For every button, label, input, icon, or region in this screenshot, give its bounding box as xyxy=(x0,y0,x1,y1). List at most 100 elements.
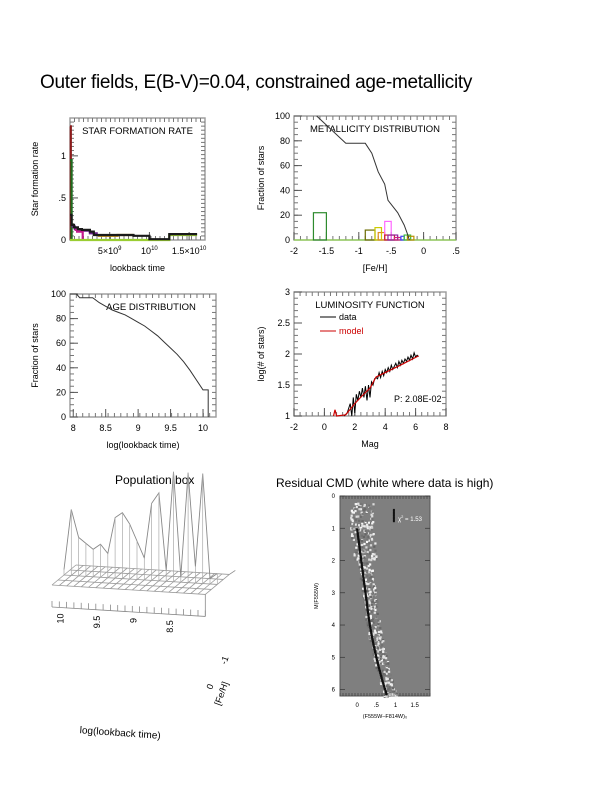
luminosity-chart: -2 0 2 4 6 8 1 1.5 2 2.5 3 Mag log(# of stars) LUMINO… xyxy=(256,287,449,449)
x-tick-label: 1010 xyxy=(141,246,158,256)
residual-pixel xyxy=(376,637,379,640)
residual-pixel xyxy=(371,522,374,525)
floor-grid-line xyxy=(66,565,91,587)
residual-pixel xyxy=(375,558,378,561)
residual-pixel xyxy=(383,658,386,661)
residual-ridge-pixel xyxy=(373,646,376,649)
residual-pixel xyxy=(354,533,357,536)
residual-ridge-pixel xyxy=(381,678,384,681)
residual-ridge-pixel xyxy=(361,568,364,571)
floor-grid-line xyxy=(139,570,164,591)
residual-pixel xyxy=(377,630,380,633)
residual-pixel xyxy=(372,653,375,656)
residual-pixel xyxy=(354,527,357,531)
residual-pixel xyxy=(370,603,374,606)
residual-pixel xyxy=(388,670,391,673)
p-value-annotation: P: 2.08E-02 xyxy=(394,394,442,404)
x-tick-label: 8.5 xyxy=(99,423,112,433)
x-axis-label: Mag xyxy=(361,439,379,449)
residual-pixel xyxy=(360,511,363,514)
x-tick-label: -.5 xyxy=(386,246,397,256)
residual-pixel xyxy=(355,506,359,509)
residual-pixel xyxy=(354,558,357,561)
residual-pixel xyxy=(381,653,384,656)
residual-pixel xyxy=(363,542,366,546)
residual-pixel xyxy=(371,510,374,513)
residual-pixel xyxy=(383,670,386,673)
residual-ridge-pixel xyxy=(356,534,360,537)
residual-cmd-title: Residual CMD (white where data is high) xyxy=(276,476,494,490)
residual-ridge-pixel xyxy=(359,555,362,558)
residual-pixel xyxy=(387,667,390,671)
residual-pixel xyxy=(368,577,371,580)
residual-pixel xyxy=(351,537,354,540)
sfr-total-line xyxy=(70,213,198,241)
residual-pixel xyxy=(353,537,356,540)
residual-pixel xyxy=(359,546,363,549)
y-tick-label: 40 xyxy=(280,185,290,195)
residual-pixel xyxy=(363,569,366,573)
residual-pixel xyxy=(363,529,366,532)
residual-pixel xyxy=(384,652,387,655)
residual-pixel xyxy=(368,636,371,640)
residual-pixel xyxy=(389,674,392,677)
residual-pixel xyxy=(371,643,374,646)
residual-pixel xyxy=(386,681,389,684)
residual-pixel xyxy=(391,680,394,683)
residual-pixel xyxy=(357,510,360,513)
residual-pixel xyxy=(368,568,371,571)
residual-pixel xyxy=(391,685,394,688)
y-tick-label: .5 xyxy=(58,193,66,203)
residual-pixel xyxy=(381,674,384,677)
residual-pixel xyxy=(370,537,373,540)
residual-pixel xyxy=(358,508,361,511)
residual-ridge-pixel xyxy=(375,655,378,658)
residual-pixel xyxy=(371,606,374,609)
residual-ridge-pixel xyxy=(362,579,365,583)
chi-square-exponent: 2 xyxy=(401,514,404,519)
residual-ridge-pixel xyxy=(376,660,379,663)
residual-pixel xyxy=(350,527,353,530)
floor-grid-line xyxy=(51,584,206,595)
residual-pixel xyxy=(364,519,367,522)
residual-pixel xyxy=(371,536,374,539)
residual-pixel xyxy=(376,634,379,637)
residual-pixel xyxy=(374,626,377,629)
residual-pixel xyxy=(369,547,372,550)
residual-pixel xyxy=(385,657,388,660)
floor-grid-line xyxy=(168,571,194,593)
residual-pixel xyxy=(385,672,388,675)
residual-pixel xyxy=(351,522,354,526)
residual-pixel xyxy=(387,665,390,668)
residual-pixel xyxy=(367,535,370,539)
residual-pixel xyxy=(370,583,373,586)
residual-pixel xyxy=(375,555,378,558)
residual-pixel xyxy=(370,579,373,582)
residual-pixel xyxy=(358,512,361,515)
residual-pixel xyxy=(371,517,374,521)
residual-pixel xyxy=(371,572,375,575)
residual-pixel xyxy=(363,560,366,563)
residual-pixel xyxy=(364,578,367,581)
residual-pixel xyxy=(387,662,390,665)
residual-pixel xyxy=(389,693,392,696)
residual-pixel xyxy=(366,551,369,554)
residual-pixel xyxy=(371,650,374,653)
x-tick-label: 1.5×1010 xyxy=(172,246,207,256)
residual-ridge-pixel xyxy=(360,563,363,566)
residual-pixel xyxy=(368,611,371,614)
y-tick-label: 80 xyxy=(280,136,290,146)
residual-pixel xyxy=(354,519,357,522)
residual-ridge-pixel xyxy=(365,602,368,605)
residual-pixel xyxy=(355,553,358,556)
residual-ridge-pixel xyxy=(359,554,362,557)
residual-pixel xyxy=(357,515,360,518)
x-tick-exponent: 9 xyxy=(118,246,122,252)
residual-pixel xyxy=(357,528,361,531)
residual-pixel xyxy=(360,520,363,523)
residual-pixel xyxy=(351,535,354,538)
residual-ridge-pixel xyxy=(392,517,395,519)
residual-ridge-pixel xyxy=(360,565,364,568)
residual-pixel xyxy=(362,590,365,593)
residual-pixel xyxy=(351,511,354,514)
